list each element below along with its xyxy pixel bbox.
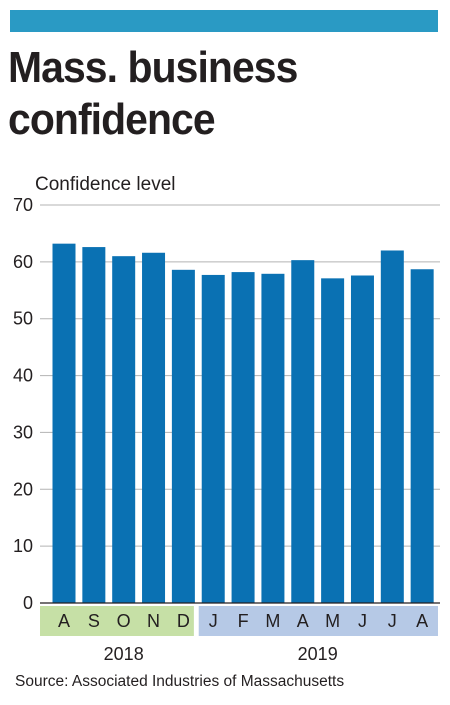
y-tick-label: 50 [13, 309, 33, 329]
year-band [40, 606, 194, 636]
x-tick-label: J [388, 611, 397, 631]
bar [112, 256, 136, 603]
bar [171, 269, 195, 603]
y-tick-label: 70 [13, 195, 33, 215]
year-band [198, 606, 438, 636]
x-tick-label: A [58, 611, 70, 631]
bar [82, 247, 106, 603]
x-tick-label: J [209, 611, 218, 631]
y-tick-labels: 0 10 20 30 40 50 60 70 [13, 195, 33, 613]
x-tick-label: M [265, 611, 280, 631]
x-tick-label: A [416, 611, 428, 631]
bar [201, 274, 225, 603]
x-tick-label: M [325, 611, 340, 631]
bar [142, 252, 166, 603]
bar [321, 278, 345, 603]
bars [52, 243, 434, 604]
x-tick-label: S [88, 611, 100, 631]
x-tick-label: N [147, 611, 160, 631]
bar [410, 269, 434, 603]
bar [380, 250, 404, 603]
y-axis-label: Confidence level [35, 174, 176, 195]
bar [231, 272, 255, 603]
y-tick-label: 40 [13, 366, 33, 386]
bar [291, 260, 315, 603]
y-tick-label: 60 [13, 252, 33, 272]
x-tick-label: J [358, 611, 367, 631]
year-labels: 2018 2019 [104, 644, 338, 664]
y-tick-label: 30 [13, 422, 33, 442]
chart-title: Mass. business confidence [8, 43, 298, 144]
year-label: 2018 [104, 644, 144, 664]
year-label: 2019 [298, 644, 338, 664]
bar [350, 275, 374, 603]
x-tick-label: F [238, 611, 249, 631]
source-note: Source: Associated Industries of Massach… [15, 673, 345, 690]
y-tick-label: 10 [13, 536, 33, 556]
x-tick-label: A [297, 611, 309, 631]
top-accent-bar [10, 10, 438, 32]
x-tick-label: O [117, 611, 131, 631]
x-tick-label: D [177, 611, 190, 631]
year-bands [40, 606, 438, 636]
y-tick-label: 20 [13, 479, 33, 499]
bar [261, 273, 285, 603]
y-tick-label: 0 [23, 593, 33, 613]
bar [52, 243, 76, 604]
